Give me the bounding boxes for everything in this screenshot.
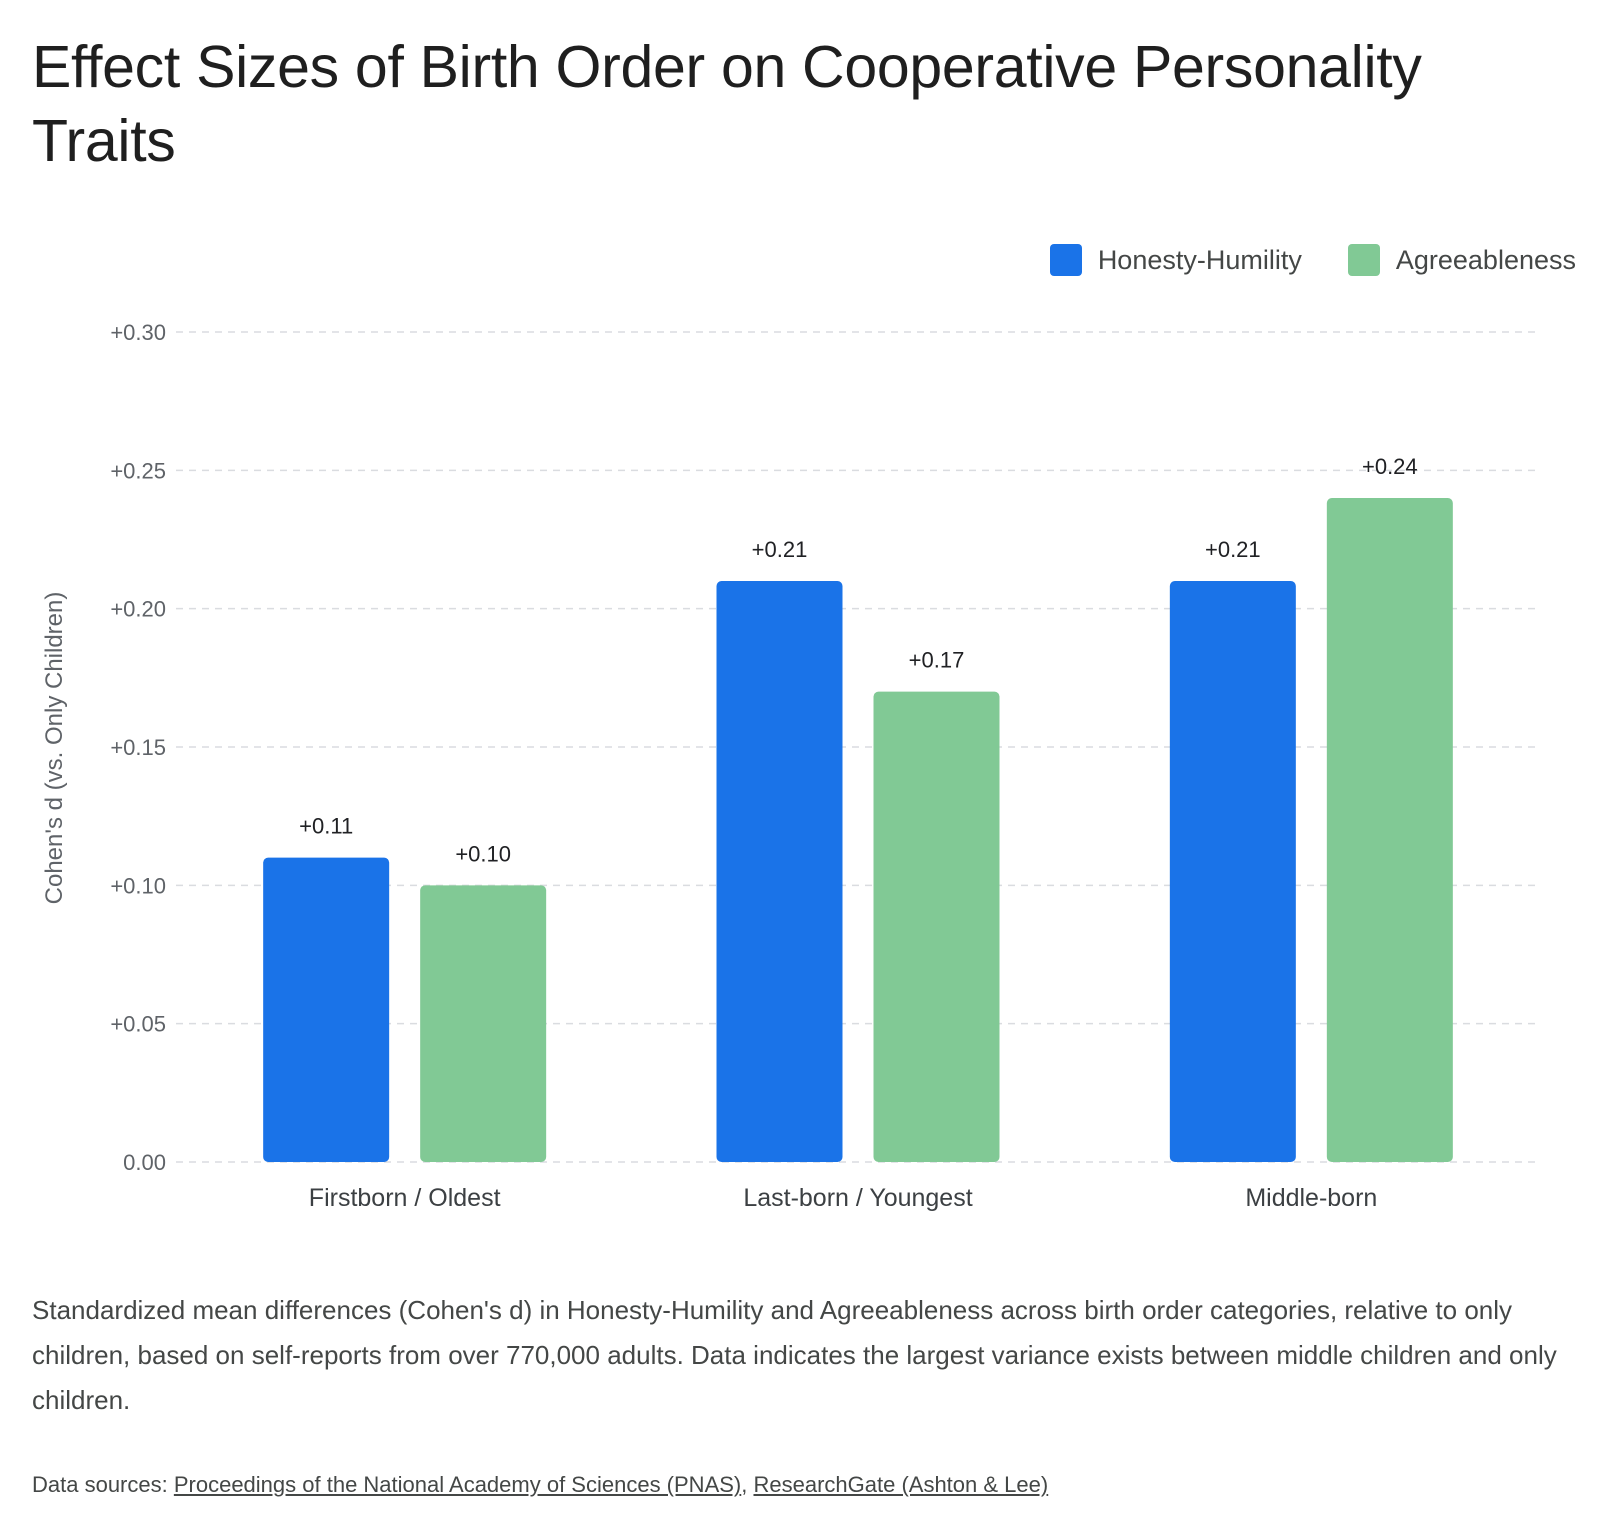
y-tick-label: +0.20 bbox=[110, 597, 166, 622]
data-label: +0.11 bbox=[299, 814, 353, 839]
x-category-label: Last-born / Youngest bbox=[743, 1184, 972, 1212]
legend: Honesty-Humility Agreeableness bbox=[1004, 244, 1576, 276]
bar-chart: 0.00 +0.05 +0.10 +0.15 +0.20 +0.25 +0.30 +0.11… bbox=[41, 320, 1536, 1212]
sources-separator: , bbox=[741, 1472, 754, 1497]
data-sources: Data sources: Proceedings of the Nationa… bbox=[32, 1472, 1048, 1498]
legend-item-agreeableness: Agreeableness bbox=[1347, 244, 1576, 276]
y-axis-ticks: 0.00 +0.05 +0.10 +0.15 +0.20 +0.25 +0.30 bbox=[110, 320, 166, 1175]
sources-prefix: Data sources: bbox=[32, 1472, 174, 1497]
bar-agreeableness-2 bbox=[1326, 498, 1453, 1162]
data-labels: +0.11 +0.10 +0.21 +0.17 +0.21 +0.24 bbox=[299, 454, 1418, 866]
y-tick-label: 0.00 bbox=[123, 1150, 166, 1175]
y-axis-label: Cohen's d (vs. Only Children) bbox=[41, 592, 68, 905]
source-link-researchgate[interactable]: ResearchGate (Ashton & Lee) bbox=[753, 1472, 1049, 1497]
data-label: +0.17 bbox=[909, 648, 965, 673]
y-tick-label: +0.30 bbox=[110, 320, 166, 345]
legend-label-agreeableness: Agreeableness bbox=[1395, 244, 1576, 275]
legend-swatch-agreeableness bbox=[1347, 244, 1380, 276]
chart-title: Effect Sizes of Birth Order on Cooperati… bbox=[32, 34, 1422, 174]
y-tick-label: +0.15 bbox=[110, 735, 166, 760]
legend-item-honesty-humility: Honesty-Humility bbox=[1049, 244, 1302, 276]
x-category-label: Middle-born bbox=[1245, 1184, 1377, 1212]
bar-agreeableness-1 bbox=[873, 691, 1000, 1162]
data-label: +0.21 bbox=[1205, 537, 1261, 562]
chart-caption: Standardized mean differences (Cohen's d… bbox=[32, 1295, 1557, 1415]
gridlines bbox=[176, 331, 1536, 1163]
y-tick-label: +0.05 bbox=[110, 1012, 166, 1037]
data-label: +0.24 bbox=[1362, 454, 1418, 479]
legend-label-honesty-humility: Honesty-Humility bbox=[1097, 244, 1302, 275]
y-tick-label: +0.10 bbox=[110, 873, 166, 898]
data-label: +0.10 bbox=[455, 841, 511, 866]
bar-honesty-humility-2 bbox=[1169, 581, 1296, 1162]
bar-honesty-humility-0 bbox=[263, 857, 390, 1162]
x-axis-categories: Firstborn / Oldest Last-born / Youngest Mi… bbox=[309, 1184, 1378, 1212]
source-link-pnas[interactable]: Proceedings of the National Academy of S… bbox=[173, 1472, 742, 1497]
bars bbox=[263, 498, 1453, 1162]
data-label: +0.21 bbox=[752, 537, 808, 562]
legend-swatch-honesty-humility bbox=[1049, 244, 1082, 276]
y-tick-label: +0.25 bbox=[110, 458, 166, 483]
bar-agreeableness-0 bbox=[420, 885, 547, 1162]
bar-honesty-humility-1 bbox=[716, 581, 843, 1162]
x-category-label: Firstborn / Oldest bbox=[309, 1184, 501, 1212]
